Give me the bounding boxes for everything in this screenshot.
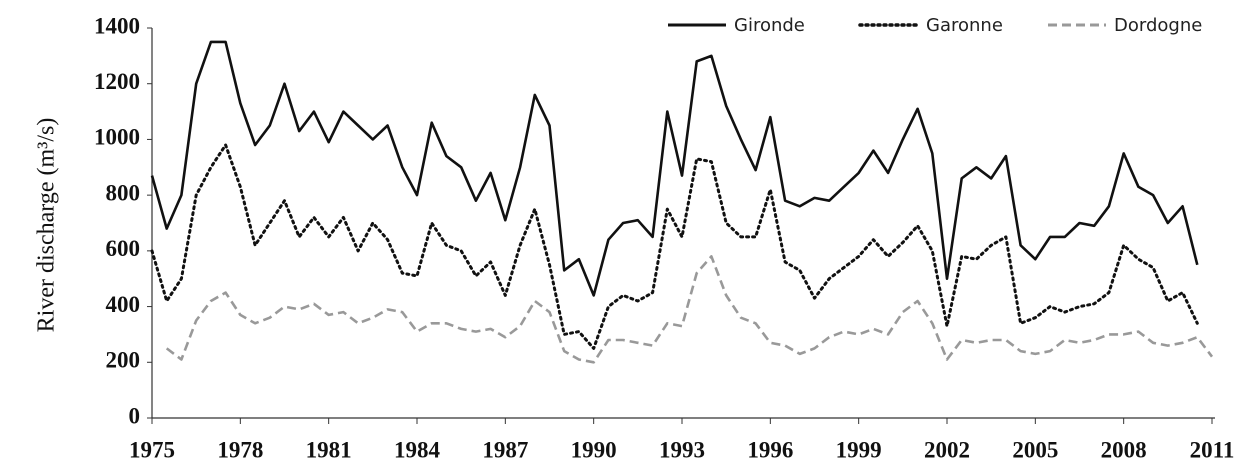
legend-label: Gironde <box>734 15 805 36</box>
series-line <box>165 255 1214 364</box>
legend-label: Garonne <box>926 15 1003 36</box>
series-line <box>150 143 1199 350</box>
x-tick-label: 1978 <box>217 437 263 462</box>
y-tick-label: 400 <box>106 292 141 317</box>
x-tick-label: 1987 <box>482 437 528 462</box>
x-tick-label: 2011 <box>1190 437 1235 462</box>
x-tick-label: 1990 <box>571 437 617 462</box>
x-tick-label: 1981 <box>306 437 352 462</box>
x-tick-label: 1984 <box>394 437 441 462</box>
x-tick-label: 2008 <box>1101 437 1147 462</box>
y-tick-label: 200 <box>106 348 141 373</box>
y-axis-label: River discharge (m³/s) <box>34 118 60 333</box>
x-tick-label: 1996 <box>747 437 793 462</box>
y-tick-label: 1200 <box>94 69 140 94</box>
y-tick-label: 0 <box>129 403 141 428</box>
series-line <box>150 40 1199 297</box>
x-tick-label: 1999 <box>836 437 882 462</box>
y-tick-label: 600 <box>106 236 141 261</box>
y-tick-label: 800 <box>106 180 141 205</box>
legend-label: Dordogne <box>1114 15 1202 36</box>
x-tick-label: 2002 <box>924 437 970 462</box>
x-tick-label: 1993 <box>659 437 705 462</box>
x-tick-label: 2005 <box>1012 437 1058 462</box>
x-tick-label: 1975 <box>129 437 175 462</box>
y-tick-label: 1000 <box>94 125 140 150</box>
y-tick-label: 1400 <box>94 13 140 38</box>
